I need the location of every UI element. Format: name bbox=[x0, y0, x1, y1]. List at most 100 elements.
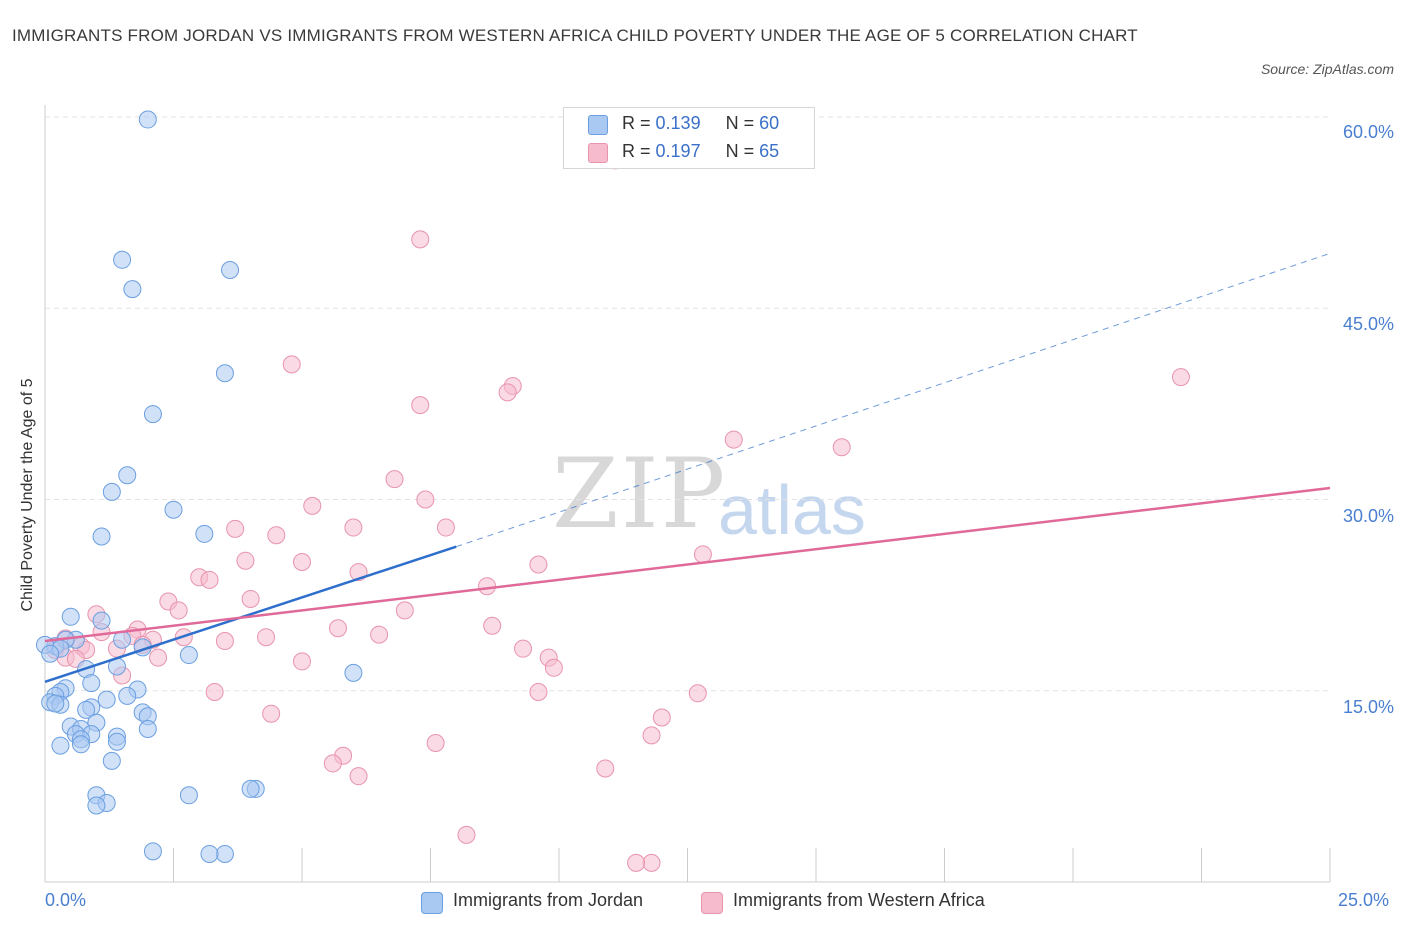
x-tick-label-min: 0.0% bbox=[45, 890, 87, 910]
jordan-point-3 bbox=[123, 280, 142, 299]
wafrica-point-61 bbox=[323, 754, 342, 773]
y-tick-label-30: 30.0% bbox=[1342, 506, 1394, 526]
wafrica-r-label: R = bbox=[622, 141, 651, 161]
legend-wafrica-swatch bbox=[701, 892, 723, 914]
wafrica-point-57 bbox=[652, 708, 671, 727]
wafrica-point-26 bbox=[169, 601, 188, 620]
wafrica-point-53 bbox=[529, 683, 548, 702]
jordan-point-56 bbox=[215, 844, 234, 863]
jordan-r-label: R = bbox=[622, 113, 651, 133]
wafrica-point-8 bbox=[832, 438, 851, 457]
wafrica-point-64 bbox=[457, 825, 476, 844]
wafrica-point-30 bbox=[328, 619, 347, 638]
watermark-zip: ZIP bbox=[552, 438, 728, 550]
jordan-point-11 bbox=[61, 607, 80, 626]
x-tick-label-max: 25.0% bbox=[1338, 890, 1390, 910]
wafrica-point-65 bbox=[642, 853, 661, 872]
jordan-point-40 bbox=[138, 720, 157, 738]
jordan-point-29 bbox=[97, 690, 116, 709]
wafrica-point-56 bbox=[262, 704, 281, 723]
jordan-point-45 bbox=[107, 732, 126, 751]
jordan-point-59 bbox=[41, 644, 60, 663]
wafrica-point-16 bbox=[693, 545, 712, 564]
y-tick-label-60: 60.0% bbox=[1342, 122, 1394, 142]
wafrica-point-4 bbox=[498, 383, 517, 402]
jordan-point-10 bbox=[195, 524, 214, 543]
wafrica-trend-line bbox=[44, 486, 1331, 643]
wafrica-point-9 bbox=[385, 470, 404, 489]
wafrica-point-49 bbox=[293, 652, 311, 671]
wafrica-point-62 bbox=[349, 767, 368, 786]
jordan-point-8 bbox=[164, 500, 183, 519]
wafrica-point-14 bbox=[436, 518, 455, 537]
jordan-point-57 bbox=[200, 844, 219, 863]
y-tick-label-45: 45.0% bbox=[1342, 314, 1394, 334]
wafrica-point-24 bbox=[241, 589, 260, 608]
wafrica-point-29 bbox=[483, 616, 502, 635]
wafrica-r-value: 0.197 bbox=[655, 141, 701, 161]
wafrica-point-59 bbox=[426, 734, 445, 753]
wafrica-point-55 bbox=[688, 684, 707, 703]
wafrica-point-2 bbox=[282, 355, 301, 374]
jordan-point-4 bbox=[215, 364, 234, 383]
jordan-point-22 bbox=[344, 663, 363, 682]
wafrica-point-63 bbox=[596, 759, 615, 778]
jordan-point-23 bbox=[82, 674, 101, 693]
wafrica-point-58 bbox=[642, 726, 661, 745]
chart-title: IMMIGRANTS FROM JORDAN VS IMMIGRANTS FRO… bbox=[12, 26, 1138, 45]
jordan-point-47 bbox=[51, 736, 70, 755]
wafrica-n-value: 65 bbox=[759, 141, 780, 161]
wafrica-point-51 bbox=[544, 658, 563, 677]
jordan-point-12 bbox=[92, 611, 111, 630]
wafrica-point-66 bbox=[627, 853, 646, 872]
jordan-point-55 bbox=[143, 842, 162, 861]
wafrica-point-18 bbox=[293, 552, 311, 571]
legend-wafrica-label: Immigrants from Western Africa bbox=[733, 890, 985, 910]
jordan-point-5 bbox=[143, 405, 162, 424]
legend-jordan-swatch bbox=[421, 892, 443, 914]
wafrica-point-13 bbox=[344, 518, 363, 537]
watermark-atlas: atlas bbox=[718, 471, 866, 549]
wafrica-point-37 bbox=[257, 628, 276, 647]
jordan-point-2 bbox=[221, 261, 240, 279]
jordan-point-28 bbox=[118, 686, 137, 705]
wafrica-point-54 bbox=[205, 683, 224, 702]
jordan-point-48 bbox=[102, 751, 121, 770]
jordan-point-51 bbox=[179, 786, 198, 805]
wafrica-point-7 bbox=[724, 430, 743, 449]
wafrica-point-11 bbox=[303, 496, 322, 515]
legend-jordan-label: Immigrants from Jordan bbox=[453, 890, 644, 910]
jordan-trend-line bbox=[44, 545, 457, 684]
jordan-point-7 bbox=[102, 482, 121, 501]
wafrica-point-40 bbox=[215, 632, 234, 651]
jordan-swatch bbox=[588, 115, 608, 135]
jordan-point-9 bbox=[92, 527, 111, 546]
jordan-point-54 bbox=[87, 796, 106, 815]
wafrica-n-label: N = bbox=[725, 141, 755, 161]
wafrica-point-22 bbox=[200, 570, 219, 589]
wafrica-point-27 bbox=[395, 601, 414, 620]
jordan-point-6 bbox=[118, 466, 137, 485]
wafrica-point-23 bbox=[478, 577, 497, 596]
jordan-r-value: 0.139 bbox=[655, 113, 701, 133]
stats-box: R = 0.139 N = 60 R = 0.197 N = 65 bbox=[563, 107, 815, 169]
wafrica-point-34 bbox=[370, 625, 389, 644]
jordan-n-value: 60 bbox=[759, 113, 780, 133]
jordan-point-32 bbox=[46, 694, 65, 713]
jordan-point-46 bbox=[71, 735, 90, 754]
wafrica-point-10 bbox=[416, 490, 435, 509]
wafrica-point-6 bbox=[1171, 368, 1190, 387]
jordan-point-19 bbox=[179, 646, 198, 665]
wafrica-point-19 bbox=[529, 555, 548, 574]
y-tick-label-15: 15.0% bbox=[1342, 697, 1394, 717]
jordan-point-0 bbox=[138, 110, 157, 129]
wafrica-point-42 bbox=[514, 639, 533, 658]
wafrica-point-12 bbox=[226, 519, 245, 538]
jordan-point-50 bbox=[241, 779, 260, 798]
wafrica-swatch bbox=[588, 143, 608, 163]
jordan-n-label: N = bbox=[725, 113, 755, 133]
wafrica-point-5 bbox=[411, 396, 430, 415]
jordan-point-34 bbox=[77, 700, 96, 719]
wafrica-point-15 bbox=[267, 526, 286, 545]
